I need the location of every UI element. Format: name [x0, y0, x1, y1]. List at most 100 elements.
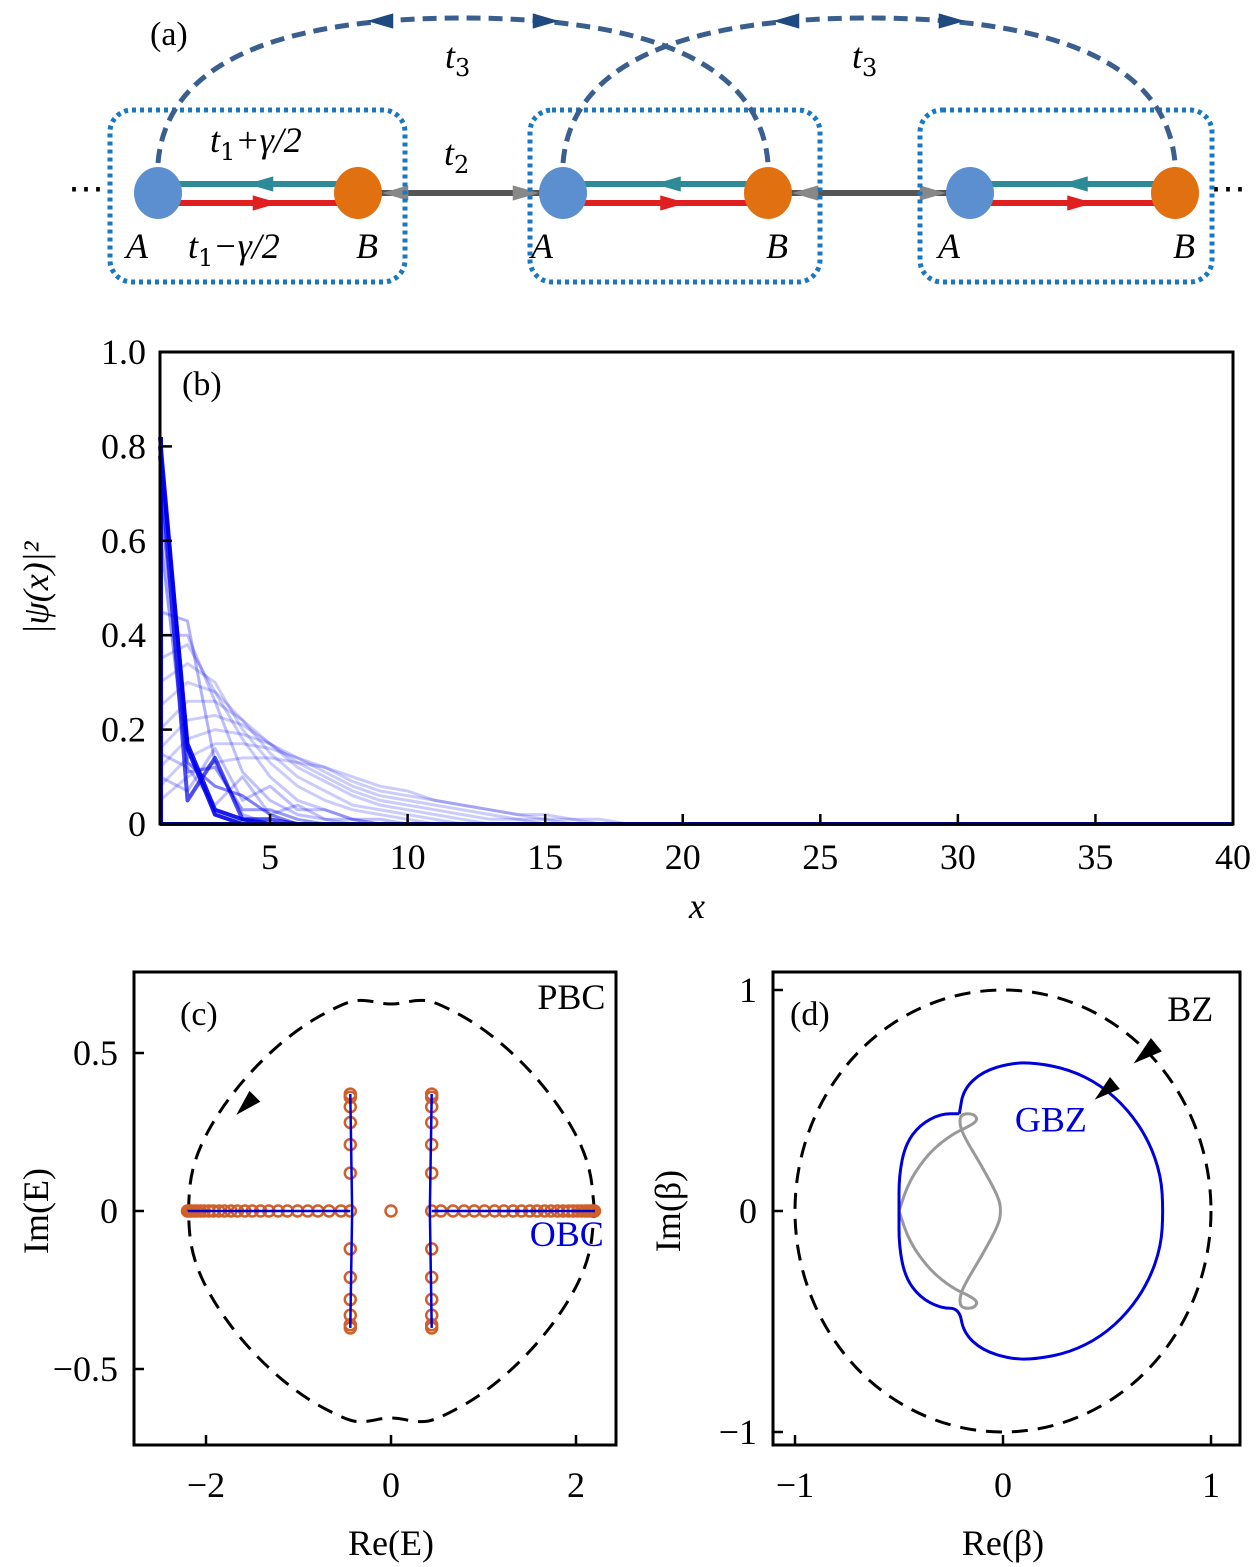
obc-spectrum-line: [349, 1094, 354, 1328]
plot-frame-b: [158, 350, 1235, 826]
brillouin-zone-d: BZ GBZ: [793, 988, 1213, 1434]
panel-a-label: (a): [150, 16, 188, 53]
t1-minus-arrow-icon: [1067, 195, 1094, 211]
t1-plus-arrow-icon: [247, 176, 274, 192]
t1-plus-arrow-icon: [654, 176, 681, 192]
wavefunction-curve: [160, 633, 1233, 826]
x-tick-label-b: 5: [261, 837, 279, 877]
wavefunction-curves: [158, 436, 1233, 826]
t1-minus-label: t1−γ/2: [188, 226, 280, 272]
t3-arrow-left-icon: [773, 13, 800, 29]
y-axis-label-b: |ψ(x)|²: [16, 540, 56, 634]
y-tick-label-b: 1.0: [101, 332, 146, 372]
y-tick-label-b: 0.4: [101, 615, 146, 655]
ellipsis-left: ⋯: [68, 168, 104, 208]
x-tick-label-b: 10: [390, 837, 426, 877]
wavefunction-curve: [159, 610, 1233, 826]
site-b-label: B: [356, 226, 378, 266]
site-a-label: A: [936, 226, 961, 266]
chart-d: BZ GBZ −1 0 1 −1 0 1 (d) Re(β) Im(β): [648, 970, 1242, 1563]
wavefunction-curve: [159, 756, 1233, 826]
axes-b: 5 10 15 20 25 30 35 40 0 0.2 0.4 0.6 0.8 1.0: [101, 332, 1251, 877]
unit-cell-box: [527, 107, 823, 285]
wavefunction-curve: [159, 680, 1233, 826]
site-b-label: B: [1173, 226, 1195, 266]
bz-annotation: BZ: [1167, 989, 1213, 1029]
axes-d: −1 0 1 −1 0 1: [719, 970, 1220, 1505]
x-axis-label-b: x: [688, 886, 705, 926]
y-tick-label-b: 0.6: [101, 521, 146, 561]
bz-circle: [793, 988, 1213, 1434]
chart-c: PBC OBC −2 0 2 −0.5 0 0.5 (c) Re(E) Im(E): [16, 970, 618, 1563]
wavefunction-curve: [158, 742, 1233, 826]
t1-minus-arrow-icon: [660, 195, 687, 211]
t3-arrow-right-icon: [938, 13, 965, 29]
x-axis-label-c: Re(E): [348, 1523, 434, 1563]
t2-arrow-left-icon: [792, 185, 819, 201]
t3-arc: [560, 15, 1178, 164]
plot-frame-d: [771, 970, 1242, 1447]
obc-annotation: OBC: [530, 1214, 604, 1254]
x-tick-label-b: 25: [802, 837, 838, 877]
panel-d-label: (d): [790, 996, 830, 1033]
auxiliary-curve: [897, 1112, 1002, 1310]
y-axis-label-c: Im(E): [16, 1168, 56, 1254]
wavefunction-curve: [158, 713, 1233, 826]
x-tick-label-b: 40: [1215, 837, 1251, 877]
spectrum-c: PBC OBC: [180, 977, 605, 1424]
x-tick-label-b: 35: [1077, 837, 1113, 877]
t2-label: t2: [444, 133, 469, 179]
t2-arrow-right-icon: [919, 185, 946, 201]
y-tick-label-c: 0: [100, 1191, 118, 1231]
gbz-curve: [897, 1061, 1165, 1361]
wavefunction-curve: [159, 662, 1233, 826]
y-tick-label-b: 0.8: [101, 426, 146, 466]
t1-minus-arrow-icon: [252, 195, 279, 211]
t3-arrow-left-icon: [367, 13, 394, 29]
x-axis-label-d: Re(β): [962, 1523, 1044, 1563]
y-tick-label-d: 0: [739, 1191, 757, 1231]
x-tick-label-d: 1: [1202, 1465, 1220, 1505]
unit-cell-box: [917, 107, 1215, 285]
zero-mode-marker: [384, 1204, 398, 1218]
y-tick-label-c: −0.5: [53, 1349, 118, 1389]
pbc-direction-arrow-icon: [236, 1090, 261, 1115]
wavefunction-curve: [158, 728, 1233, 826]
plot-frame-c: [132, 970, 618, 1447]
x-tick-label-d: −1: [776, 1465, 814, 1505]
pbc-annotation: PBC: [537, 977, 605, 1017]
bz-direction-arrow-icon: [1133, 1038, 1162, 1064]
t2-arrow-left-icon: [382, 185, 409, 201]
panel-c-label: (c): [180, 996, 218, 1033]
gbz-direction-arrow-icon: [1094, 1077, 1120, 1100]
site-a: [539, 167, 587, 219]
x-tick-label-b: 30: [940, 837, 976, 877]
x-tick-label-b: 20: [665, 837, 701, 877]
wavefunction-curve: [158, 699, 1233, 826]
obc-spectrum-line: [428, 1094, 433, 1328]
site-a: [946, 167, 994, 219]
x-tick-label-b: 15: [527, 837, 563, 877]
site-b-label: B: [766, 226, 788, 266]
wavefunction-curve: [159, 747, 1233, 826]
ellipsis-right: ⋯: [1210, 168, 1246, 208]
t3-label-1: t3: [445, 36, 470, 82]
t3-label-2: t3: [852, 36, 877, 82]
x-tick-label-c: 0: [382, 1465, 400, 1505]
y-tick-label-b: 0: [128, 804, 146, 844]
y-axis-label-d: Im(β): [648, 1170, 688, 1252]
y-tick-label-d: 1: [739, 970, 757, 1010]
gbz-annotation: GBZ: [1015, 1099, 1087, 1139]
site-a: [134, 167, 182, 219]
t1-plus-arrow-icon: [1061, 176, 1088, 192]
chart-b: 5 10 15 20 25 30 35 40 0 0.2 0.4 0.6 0.8 1.0 (b) x |ψ…: [16, 332, 1251, 926]
site-b: [1151, 167, 1199, 219]
y-tick-label-c: 0.5: [73, 1033, 118, 1073]
t3-hoppings: [155, 13, 1178, 164]
panel-b-label: (b): [182, 366, 222, 403]
site-b: [744, 167, 792, 219]
lattice-diagram: (a) ⋯ ⋯ A B A B A B t3 t3 t2 t1+γ/2 t1−γ/2: [68, 13, 1246, 285]
y-tick-label-b: 0.2: [101, 710, 146, 750]
x-tick-label-c: −2: [187, 1465, 225, 1505]
